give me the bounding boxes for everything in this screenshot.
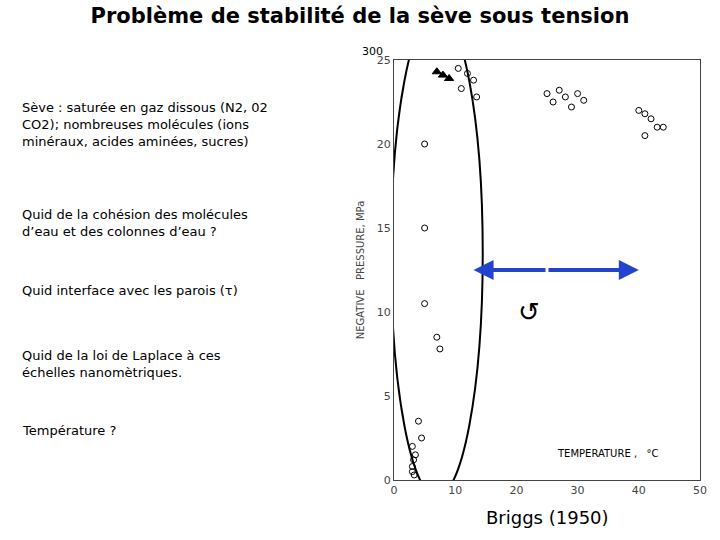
- svg-text:5: 5: [384, 390, 391, 403]
- svg-text:20: 20: [377, 138, 391, 151]
- svg-text:40: 40: [632, 484, 646, 497]
- svg-text:↺: ↺: [518, 297, 540, 327]
- svg-text:10: 10: [377, 306, 391, 319]
- svg-text:Problème de stabilité de la sè: Problème de stabilité de la sève sous te…: [91, 4, 630, 28]
- svg-text:Sève : saturée en gaz dissous: Sève : saturée en gaz dissous (N2, 02CO2…: [22, 100, 268, 149]
- svg-text:25: 25: [377, 54, 391, 67]
- svg-text:300: 300: [362, 45, 383, 58]
- svg-text:Briggs (1950): Briggs (1950): [486, 507, 609, 528]
- svg-text:10: 10: [448, 484, 462, 497]
- svg-text:Température ?: Température ?: [22, 423, 116, 438]
- svg-text:Quid interface avec les parois: Quid interface avec les parois (τ): [22, 283, 238, 298]
- svg-text:0: 0: [384, 474, 391, 487]
- svg-text:Quid de la loi de Laplace à ce: Quid de la loi de Laplace à ceséchelles …: [22, 348, 221, 380]
- svg-text:Quid de la cohésion des molécu: Quid de la cohésion des moléculesd’eau e…: [22, 207, 248, 239]
- svg-text:20: 20: [509, 484, 523, 497]
- svg-text:TEMPERATURE , °C: TEMPERATURE , °C: [557, 448, 659, 459]
- svg-text:15: 15: [377, 222, 391, 235]
- svg-text:NEGATIVE PRESSURE, MPa: NEGATIVE PRESSURE, MPa: [355, 201, 366, 340]
- svg-text:50: 50: [693, 484, 707, 497]
- svg-text:30: 30: [571, 484, 585, 497]
- svg-text:0: 0: [391, 484, 398, 497]
